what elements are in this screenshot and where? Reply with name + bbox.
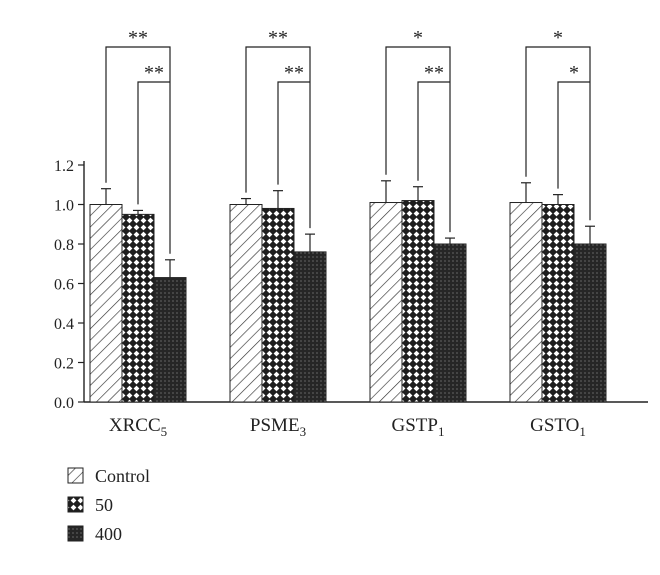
bar-control-xrcc	[89, 204, 123, 403]
significance-bracket-lower	[417, 81, 450, 181]
bar-400-xrcc	[153, 277, 187, 403]
y-tick-label: 0.0	[54, 395, 74, 412]
bar-400-gstp	[433, 243, 467, 403]
significance-bracket-upper	[525, 46, 591, 221]
significance-marker-lower: **	[284, 62, 304, 84]
axes: 0.0 0.2 0.4 0.6 0.8 1.0 1.2 XRCC5 PSME3 GSTP1 GSTO…	[54, 158, 648, 439]
significance-marker-lower: **	[144, 62, 164, 84]
bar-control-gstp	[369, 202, 403, 403]
legend-label: 50	[95, 495, 113, 515]
y-tick-label: 0.8	[54, 237, 74, 254]
x-tick-label: GSTO1	[530, 415, 586, 439]
legend: Control 50 400	[67, 466, 150, 544]
bars	[89, 180, 607, 403]
legend-swatch	[67, 525, 84, 542]
y-tick-label: 0.2	[54, 356, 74, 373]
significance-brackets: *************	[105, 27, 591, 254]
y-tick-label: 1.2	[54, 158, 74, 175]
significance-marker-upper: **	[268, 27, 288, 49]
bar-400-psme	[293, 251, 327, 403]
significance-marker-upper: **	[128, 27, 148, 49]
significance-bracket-upper	[245, 46, 311, 229]
legend-swatch	[67, 467, 84, 484]
y-tick-label: 0.6	[54, 277, 74, 294]
x-tick-label: GSTP1	[392, 415, 445, 439]
y-tick-label: 1.0	[54, 198, 74, 215]
significance-bracket-lower	[557, 81, 590, 189]
bar-control-psme	[229, 204, 263, 403]
legend-label: 400	[95, 524, 122, 544]
significance-bracket-upper	[385, 46, 451, 233]
legend-swatch	[67, 496, 84, 513]
bar-50-xrcc	[121, 213, 155, 403]
significance-marker-lower: **	[424, 62, 444, 84]
significance-marker-upper: *	[413, 27, 423, 49]
bar-50-psme	[261, 207, 295, 403]
bar-400-gsto	[573, 243, 607, 403]
significance-bracket-upper	[105, 46, 171, 254]
x-tick-label: XRCC5	[109, 415, 167, 439]
significance-bracket-lower	[277, 81, 310, 185]
bar-control-gsto	[509, 202, 543, 403]
bar-50-gsto	[541, 204, 575, 403]
significance-marker-upper: *	[553, 27, 563, 49]
bar-50-gstp	[401, 200, 435, 403]
x-tick-label: PSME3	[250, 415, 306, 439]
significance-marker-lower: *	[569, 62, 579, 84]
legend-label: Control	[95, 466, 150, 486]
y-tick-label: 0.4	[54, 316, 74, 333]
significance-bracket-lower	[137, 81, 170, 205]
